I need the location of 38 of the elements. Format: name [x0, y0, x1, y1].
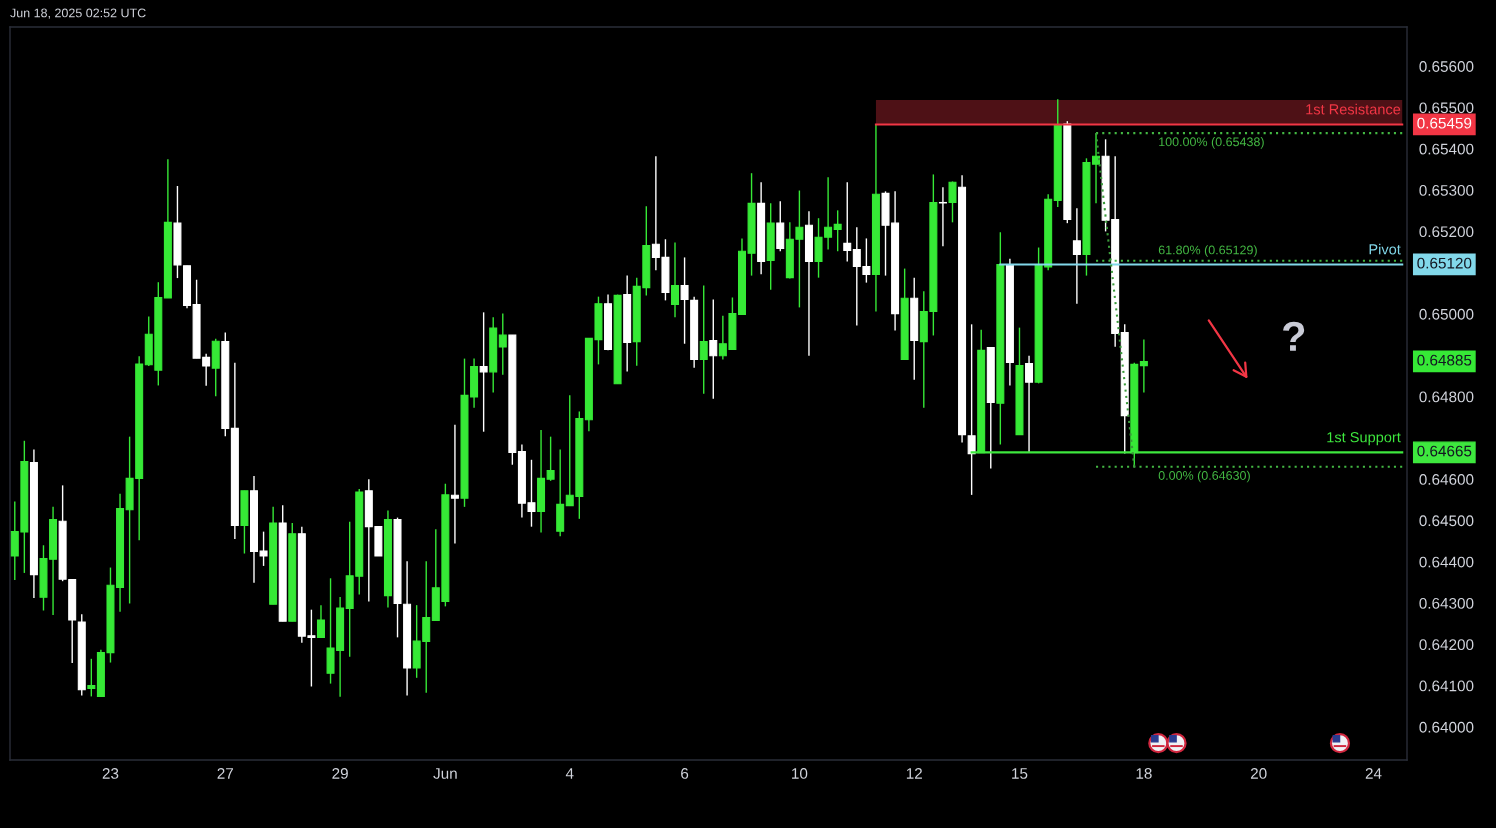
x-tick-label: Jun	[433, 768, 457, 779]
x-tick-label: 23	[102, 768, 119, 779]
series-label: Pivot	[1369, 243, 1401, 255]
x-tick-label: 18	[1136, 768, 1152, 779]
x-tick-label: 20	[1250, 768, 1267, 779]
y-tick-label: 0.64000	[1419, 721, 1474, 733]
x-tick-label: 29	[332, 768, 348, 779]
y-tick-label: 0.65300	[1419, 184, 1474, 196]
annotation: ?	[1283, 321, 1305, 351]
series-label: 61.80% (0.65129)	[1158, 245, 1257, 257]
data-label: 0.64665	[1417, 445, 1472, 457]
x-tick-label: 4	[565, 768, 574, 779]
series-label: 100.00% (0.65438)	[1159, 137, 1264, 149]
series-label: 0.00% (0.64630)	[1158, 470, 1250, 483]
x-tick-label: 6	[681, 768, 689, 779]
series-label: 1st Support	[1327, 432, 1401, 446]
y-tick-label: 0.64400	[1419, 556, 1474, 568]
x-tick-label: 15	[1012, 768, 1028, 779]
y-tick-label: 0.64300	[1419, 597, 1474, 609]
x-tick-label: 24	[1365, 768, 1382, 779]
x-tick-label: 12	[906, 768, 922, 779]
text: 0.64885	[1417, 354, 1472, 366]
y-tick-label: 0.64500	[1419, 515, 1474, 527]
y-tick-label: 0.64800	[1419, 391, 1474, 403]
y-tick-label: 0.64200	[1419, 639, 1474, 651]
text: Jun 18, 2025 02:52 UTC	[10, 8, 146, 19]
y-tick-label: 0.65000	[1419, 308, 1474, 320]
y-tick-label: 0.65400	[1419, 143, 1474, 155]
x-tick-label: 10	[792, 768, 808, 779]
y-tick-label: 0.64100	[1419, 680, 1474, 692]
y-tick-label: 0.64600	[1419, 474, 1474, 485]
x-tick-label: 27	[217, 768, 234, 779]
y-tick-label: 0.65200	[1419, 226, 1474, 238]
series-label: 1st Resistance	[1306, 103, 1401, 115]
data-label: 0.65459	[1417, 117, 1472, 129]
y-tick-label: 0.65600	[1419, 61, 1474, 72]
y-tick-label: 0.65500	[1419, 102, 1474, 114]
data-label: 0.65120	[1417, 257, 1472, 269]
